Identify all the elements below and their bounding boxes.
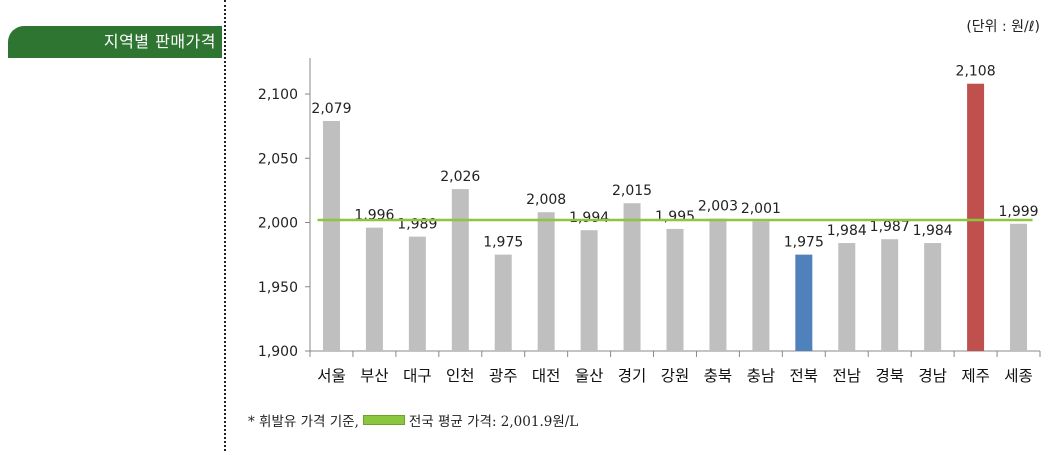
category-label: 서울 (317, 367, 346, 385)
y-tick-label: 1,950 (258, 280, 298, 296)
bar-13 (881, 239, 899, 351)
category-label: 전남 (832, 367, 861, 385)
footnote-prefix: * 휘발유 가격 기준, (248, 414, 359, 430)
data-label: 1,984 (827, 223, 867, 239)
data-label: 2,008 (526, 192, 566, 208)
y-tick-label: 2,000 (258, 216, 298, 232)
category-label: 충남 (747, 367, 776, 385)
category-label: 세종 (1004, 367, 1033, 385)
data-label: 1,975 (784, 235, 824, 251)
data-label: 2,108 (956, 64, 996, 80)
data-label: 1,999 (998, 204, 1038, 220)
category-label: 인천 (446, 367, 475, 385)
unit-label: (단위 : 원/ℓ) (966, 19, 1040, 35)
bar-9 (709, 218, 727, 351)
section-title: 지역별 판매가격 (103, 32, 216, 51)
category-label: 울산 (575, 367, 604, 385)
bar-6 (580, 230, 598, 351)
category-label: 대구 (403, 367, 432, 385)
category-label: 제주 (961, 367, 990, 385)
data-label: 2,001 (741, 201, 781, 217)
y-tick-label: 2,050 (258, 151, 298, 167)
bar-1 (365, 227, 383, 351)
bar-12 (838, 243, 856, 351)
legend-swatch-average-line (362, 415, 405, 425)
data-label: 2,026 (440, 169, 480, 185)
category-label: 경북 (875, 367, 904, 385)
bar-3 (451, 189, 469, 351)
bar-16 (1010, 223, 1028, 351)
bar-14 (924, 243, 942, 351)
bar-7 (623, 203, 641, 351)
bar-15 (967, 83, 985, 351)
data-label: 1,975 (483, 235, 523, 251)
data-label: 1,994 (569, 210, 609, 226)
bar-4 (494, 254, 512, 351)
y-tick-label: 1,900 (258, 344, 298, 360)
bar-10 (752, 221, 770, 351)
data-label: 2,003 (698, 199, 738, 215)
category-label: 경기 (618, 367, 647, 385)
data-label: 1,995 (655, 209, 695, 225)
data-label: 1,984 (913, 223, 953, 239)
bar-2 (408, 236, 426, 351)
data-label: 2,015 (612, 183, 652, 199)
category-label: 경남 (918, 367, 947, 385)
category-label: 광주 (489, 367, 518, 385)
category-label: 강원 (661, 367, 690, 385)
data-label: 2,079 (311, 101, 351, 117)
bar-11 (795, 254, 813, 351)
category-label: 충북 (704, 367, 733, 385)
footnote-legend-text: 전국 평균 가격: 2,001.9원/L (408, 414, 579, 430)
category-label: 대전 (532, 367, 561, 385)
footnote: * 휘발유 가격 기준, 전국 평균 가격: 2,001.9원/L (248, 410, 578, 430)
bar-8 (666, 228, 684, 351)
data-label: 1,987 (870, 219, 910, 235)
divider-line (224, 0, 226, 451)
category-label: 부산 (360, 367, 389, 385)
bar-0 (322, 120, 340, 351)
y-tick-label: 2,100 (258, 87, 298, 103)
bar-5 (537, 212, 555, 351)
category-label: 전북 (790, 367, 819, 385)
section-title-tab: 지역별 판매가격 (8, 26, 222, 58)
